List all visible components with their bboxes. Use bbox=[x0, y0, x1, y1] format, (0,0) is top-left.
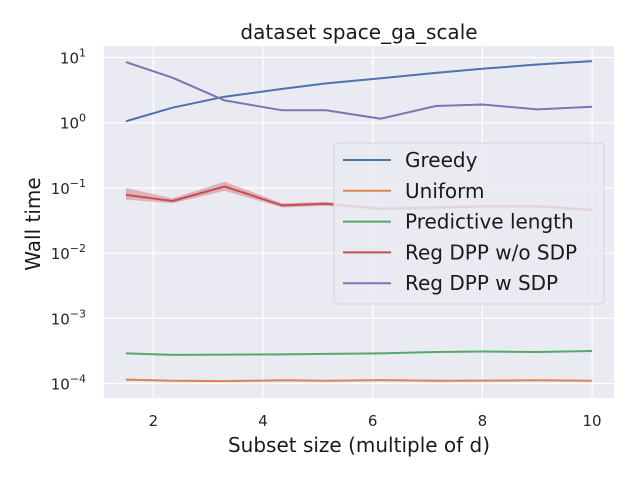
x-tick-label: 2 bbox=[149, 412, 159, 430]
confidence-band bbox=[125, 181, 593, 212]
y-tick-label: 101 bbox=[60, 46, 86, 67]
y-tick-labels: 101 100 10−1 10−2 10−3 10−4 bbox=[51, 46, 86, 393]
x-tick-label: 8 bbox=[478, 412, 488, 430]
legend-box bbox=[333, 142, 605, 305]
legend: Greedy Uniform Predictive length Reg DPP w/… bbox=[333, 142, 605, 305]
x-tick-label: 10 bbox=[583, 412, 602, 430]
chart-title: dataset space_ga_scale bbox=[240, 20, 477, 44]
legend-label: Uniform bbox=[405, 179, 485, 203]
legend-label: Reg DPP w SDP bbox=[405, 271, 558, 295]
series-line bbox=[125, 378, 593, 383]
legend-label: Greedy bbox=[405, 148, 478, 172]
legend-label: Reg DPP w/o SDP bbox=[405, 240, 577, 264]
legend-label: Predictive length bbox=[405, 210, 574, 234]
y-axis-label: Wall time bbox=[21, 177, 45, 270]
y-tick-label: 10−1 bbox=[51, 177, 86, 198]
x-tick-label: 4 bbox=[258, 412, 268, 430]
x-axis-label: Subset size (multiple of d) bbox=[228, 433, 490, 457]
x-tick-labels: 2 4 6 8 10 bbox=[149, 412, 602, 430]
x-tick-label: 6 bbox=[368, 412, 378, 430]
y-tick-label: 100 bbox=[60, 112, 86, 133]
y-tick-label: 10−4 bbox=[51, 373, 86, 394]
series-line bbox=[125, 350, 593, 356]
series-line bbox=[125, 61, 593, 120]
series-line bbox=[125, 60, 593, 123]
y-tick-label: 10−2 bbox=[51, 242, 86, 263]
y-tick-label: 10−3 bbox=[51, 307, 86, 328]
